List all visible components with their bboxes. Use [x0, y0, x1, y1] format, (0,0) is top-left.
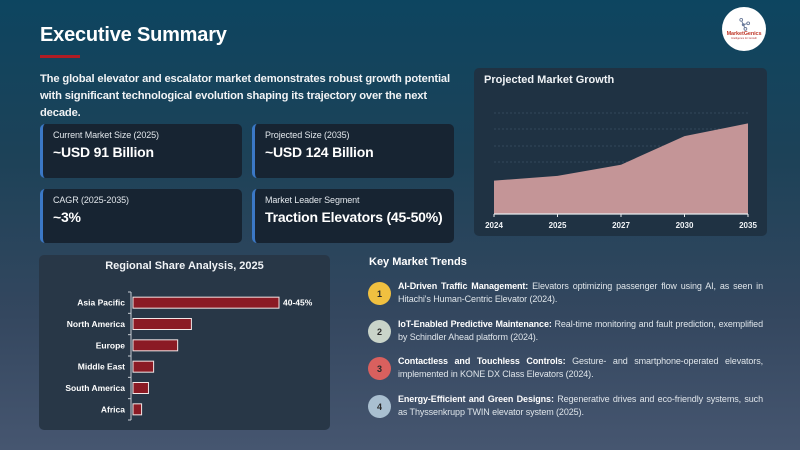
trend-description: Elevators optimizing passenger flow usin… — [398, 281, 763, 304]
metric-value: Traction Elevators (45-50%) — [265, 209, 443, 225]
category-label: Middle East — [78, 362, 125, 372]
x-tick-label: 2025 — [549, 221, 567, 230]
metric-card-leader-segment: Market Leader Segment Traction Elevators… — [252, 189, 454, 243]
regional-chart-title: Regional Share Analysis, 2025 — [105, 260, 264, 272]
bar — [132, 339, 179, 352]
trend-title: Energy-Efficient and Green Designs: — [398, 394, 554, 404]
trend-title: AI-Driven Traffic Management: — [398, 281, 529, 291]
company-logo: MarketGenics Intelligence for Growth — [722, 7, 766, 51]
trend-text: IoT-Enabled Predictive Maintenance: Real… — [398, 318, 763, 343]
metric-value: ~3% — [53, 209, 81, 225]
molecule-icon — [739, 17, 751, 31]
bar — [132, 360, 155, 373]
metric-label: Projected Size (2035) — [265, 130, 350, 140]
logo-name: MarketGenics — [726, 30, 762, 37]
intro-text: The global elevator and escalator market… — [40, 73, 450, 119]
bar — [132, 318, 192, 330]
trend-text: Energy-Efficient and Green Designs: Rege… — [398, 393, 763, 418]
title-underline — [40, 55, 80, 58]
bar — [132, 296, 280, 309]
trend-description: Gesture- and smartphone-operated elevato… — [398, 356, 764, 379]
metric-value: ~USD 91 Billion — [53, 144, 154, 160]
metric-label: Current Market Size (2025) — [53, 130, 159, 140]
trend-item: 3 Contactless and Touchless Controls: Ge… — [368, 355, 763, 380]
data-label: 40-45% — [283, 298, 313, 308]
metric-card-current-size: Current Market Size (2025) ~USD 91 Billi… — [40, 124, 242, 178]
bar — [132, 382, 149, 394]
trend-description: Regenerative drives and eco-friendly sys… — [398, 394, 763, 417]
growth-chart-panel: Projected Market Growth 2024 2025 2027 2030… — [474, 68, 767, 236]
metric-card-projected-size: Projected Size (2035) ~USD 124 Billion — [252, 124, 454, 178]
category-label: Asia Pacific — [77, 298, 125, 308]
trend-number-badge: 1 — [368, 282, 391, 305]
trend-title: IoT-Enabled Predictive Maintenance: — [398, 319, 552, 329]
metric-label: CAGR (2025-2035) — [53, 195, 129, 205]
regional-chart-panel: Regional Share Analysis, 2025 Asia Pacif… — [39, 255, 330, 430]
trend-number-badge: 3 — [368, 357, 391, 380]
category-label: North America — [67, 319, 126, 329]
page-title: Executive Summary — [40, 24, 227, 46]
trend-number-badge: 4 — [368, 395, 391, 418]
trend-text: AI-Driven Traffic Management: Elevators … — [398, 280, 763, 305]
trend-description: Real-time monitoring and fault predictio… — [398, 319, 763, 342]
x-tick-label: 2035 — [739, 221, 757, 230]
trend-item: 1 AI-Driven Traffic Management: Elevator… — [368, 280, 763, 305]
trend-title: Contactless and Touchless Controls: — [398, 356, 566, 366]
category-label: Africa — [101, 404, 125, 414]
metric-value: ~USD 124 Billion — [265, 144, 374, 160]
x-tick-label: 2030 — [676, 221, 694, 230]
trend-item: 4 Energy-Efficient and Green Designs: Re… — [368, 393, 763, 418]
category-label: Europe — [96, 340, 126, 350]
bar — [132, 403, 143, 416]
x-tick-label: 2027 — [612, 221, 630, 230]
trend-item: 2 IoT-Enabled Predictive Maintenance: Re… — [368, 318, 763, 343]
trends-title: Key Market Trends — [369, 256, 467, 268]
trend-text: Contactless and Touchless Controls: Gest… — [398, 355, 763, 380]
bar-chart: Asia Pacific 40-45% North America Europe Mid… — [65, 291, 313, 421]
metric-label: Market Leader Segment — [265, 195, 360, 205]
metric-card-cagr: CAGR (2025-2035) ~3% — [40, 189, 242, 243]
area-chart: 2024 2025 2027 2030 2035 — [485, 112, 757, 230]
x-tick-label: 2024 — [485, 221, 503, 230]
growth-chart-title: Projected Market Growth — [484, 74, 615, 86]
area-series — [494, 123, 748, 214]
category-label: South America — [65, 383, 125, 393]
trend-number-badge: 2 — [368, 320, 391, 343]
logo-tagline: Intelligence for Growth — [731, 36, 757, 40]
